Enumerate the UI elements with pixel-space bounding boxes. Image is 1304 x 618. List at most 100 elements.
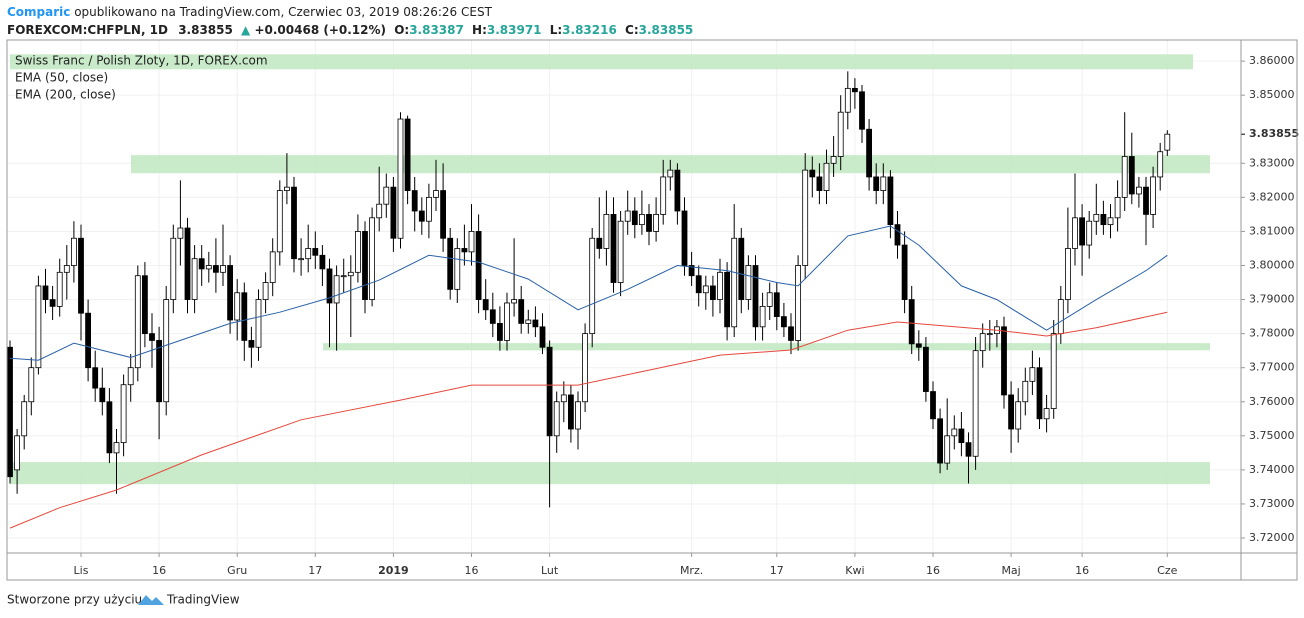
candle-body [418, 210, 425, 222]
candle-body [71, 237, 77, 266]
candle-body [1121, 156, 1128, 198]
candle-body [1015, 401, 1022, 430]
candle-body [766, 292, 773, 307]
footer-brand[interactable]: TradingView [166, 593, 240, 607]
candle-body [809, 169, 816, 178]
candle-body [475, 231, 482, 300]
x-tick-label: Lis [74, 564, 89, 577]
chart-frame [6, 39, 1298, 581]
candle-body [731, 237, 738, 328]
candle-body [440, 190, 447, 239]
author-link[interactable]: Comparic [7, 5, 70, 19]
plot: 3.72000 3.73000 3.74000 3.75000 3.76000 3.770… [7, 40, 1299, 577]
candle-body [596, 237, 603, 249]
y-tick-label: 3.72000 [1249, 531, 1295, 544]
candle-body [184, 227, 191, 300]
candle-body [582, 333, 588, 403]
candle-body [28, 367, 35, 403]
last-price: 3.83855 [178, 23, 233, 37]
last-price-label: 3.83855 [1249, 127, 1299, 140]
candle-body [78, 237, 84, 314]
candle-body [972, 350, 979, 457]
published: opublikowano na TradingView.com, Czerwie… [74, 5, 492, 19]
candle-body [141, 275, 148, 335]
candle-body [1008, 394, 1014, 430]
candle-body [958, 428, 965, 444]
footer-text: Stworzone przy użyciu [7, 593, 142, 607]
candle-body [390, 186, 397, 239]
candle-body [461, 248, 468, 253]
candle-body [283, 186, 290, 191]
candle-body [1057, 299, 1064, 335]
candle-body [113, 442, 120, 454]
y-tick-label: 3.80000 [1249, 259, 1295, 272]
candle-body [837, 111, 844, 157]
x-tick-label: Cze [1157, 564, 1177, 577]
candle-body [255, 299, 262, 348]
ohlc-label: H: [472, 23, 487, 37]
candle-body [951, 428, 958, 437]
candle-body [986, 333, 993, 336]
candle-body [85, 312, 91, 369]
candle-body [532, 319, 539, 328]
candle-body [92, 367, 99, 389]
candle-body [241, 292, 248, 341]
candle-body [660, 176, 667, 215]
y-tick-label: 3.75000 [1249, 429, 1295, 442]
candle-body [1050, 333, 1057, 409]
candle-body [617, 220, 624, 283]
candle-body [205, 265, 212, 270]
candle-body [511, 299, 518, 304]
candle-body [915, 343, 922, 348]
candle-body [844, 87, 851, 113]
ohlc-label: O: [394, 23, 409, 37]
candle-body [965, 442, 972, 457]
tv-logo [138, 595, 164, 605]
candle-body [930, 391, 936, 420]
candle-body [823, 162, 830, 191]
candle-body [220, 265, 226, 273]
x-tick-label: Lut [541, 564, 559, 577]
candle-body [802, 169, 809, 266]
y-tick-label: 3.86000 [1249, 54, 1295, 67]
candle-body [42, 285, 49, 300]
candle-body [234, 292, 241, 321]
candle-body [198, 258, 205, 270]
ohlc-value: 3.83387 [409, 23, 464, 37]
candle-body [546, 346, 553, 437]
candle-body [319, 254, 326, 270]
candle-body [724, 271, 730, 328]
candle-body [1065, 248, 1071, 300]
candle-body [901, 244, 908, 300]
candle-body [1107, 217, 1114, 226]
candle-body [773, 292, 780, 317]
x-tick-label: 16 [152, 564, 166, 577]
candle-body [1164, 133, 1171, 151]
y-tick-label: 3.85000 [1249, 88, 1295, 101]
y-tick-label: 3.83000 [1249, 156, 1295, 169]
candle-body [433, 190, 439, 198]
candle-body [1072, 217, 1078, 249]
x-tick-label: Maj [1001, 564, 1020, 577]
candle-body [795, 265, 801, 341]
ema-line [9, 225, 1168, 361]
candle-body [1093, 214, 1100, 222]
candle-body [106, 401, 113, 454]
y-tick-label: 3.77000 [1249, 361, 1295, 374]
candle-body [1100, 214, 1107, 226]
candle-body [923, 346, 929, 392]
candle-body [362, 231, 368, 300]
candle-body [1157, 151, 1164, 178]
candle-body [681, 210, 688, 266]
candle-body [56, 271, 63, 307]
support-resistance-zone [10, 54, 1193, 70]
candle-body [312, 248, 319, 256]
candle-body [340, 275, 347, 278]
y-tick-label: 3.82000 [1249, 190, 1295, 203]
candle-body [333, 275, 340, 304]
y-tick-label: 3.81000 [1249, 224, 1295, 237]
ohlc-value: 3.83216 [562, 23, 617, 37]
candle-body [979, 333, 986, 352]
